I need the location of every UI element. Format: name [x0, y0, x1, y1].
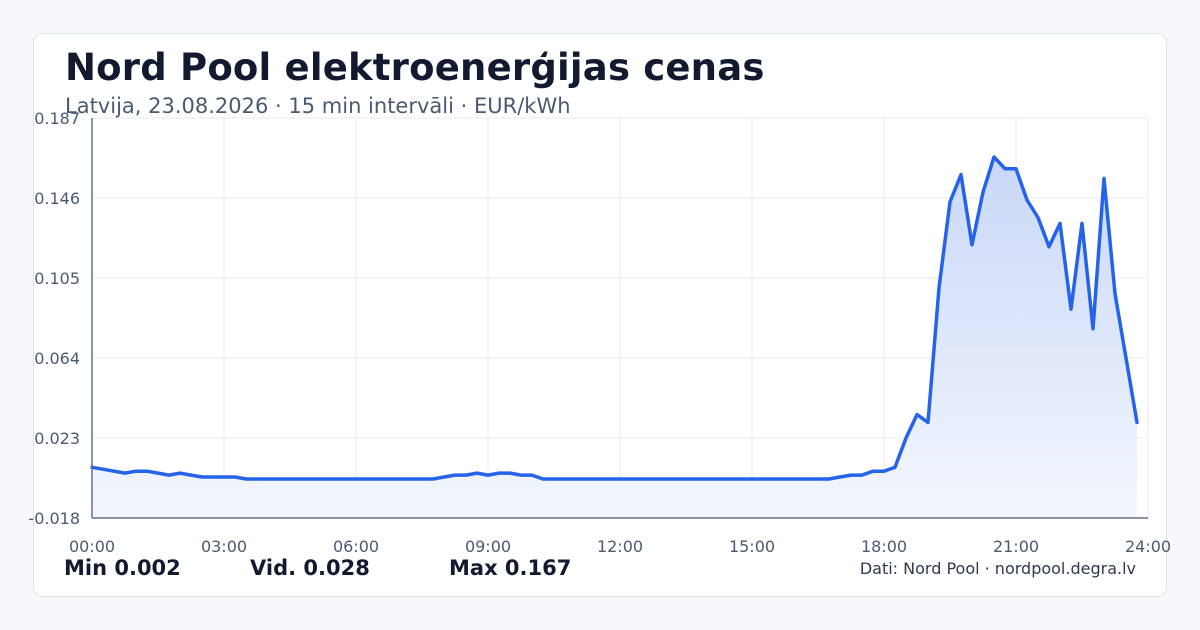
chart-title: Nord Pool elektroenerģijas cenas: [65, 46, 765, 89]
x-tick-label: 06:00: [333, 537, 379, 556]
price-line: [90, 155, 1139, 481]
price-area: [92, 157, 1137, 518]
x-axis-tick-labels: 00:00 03:00 06:00 09:00 12:00 15:00 18:00 21:00…: [69, 537, 1171, 556]
x-tick-label: 24:00: [1125, 537, 1171, 556]
y-tick-label: -0.018: [28, 509, 80, 528]
x-tick-label: 15:00: [729, 537, 775, 556]
x-tick-label: 00:00: [69, 537, 115, 556]
axes: [91, 118, 1148, 519]
y-tick-label: 0.146: [34, 189, 80, 208]
chart-subtitle: Latvija, 23.08.2026 · 15 min intervāli ·…: [65, 94, 571, 118]
stat-average: Vid. 0.028: [250, 556, 370, 580]
x-tick-label: 18:00: [861, 537, 907, 556]
x-tick-label: 12:00: [597, 537, 643, 556]
data-source: Dati: Nord Pool · nordpool.degra.lv: [859, 559, 1136, 578]
x-tick-label: 03:00: [201, 537, 247, 556]
y-axis-tick-labels: -0.018 0.023 0.064 0.105 0.146 0.187: [28, 109, 80, 528]
x-tick-label: 21:00: [993, 537, 1039, 556]
x-tick-label: 09:00: [465, 537, 511, 556]
y-tick-label: 0.187: [34, 109, 80, 128]
y-tick-label: 0.105: [34, 269, 80, 288]
stat-max: Max 0.167: [449, 556, 572, 580]
stat-min: Min 0.002: [64, 556, 181, 580]
y-tick-label: 0.064: [34, 349, 80, 368]
y-tick-label: 0.023: [34, 429, 80, 448]
